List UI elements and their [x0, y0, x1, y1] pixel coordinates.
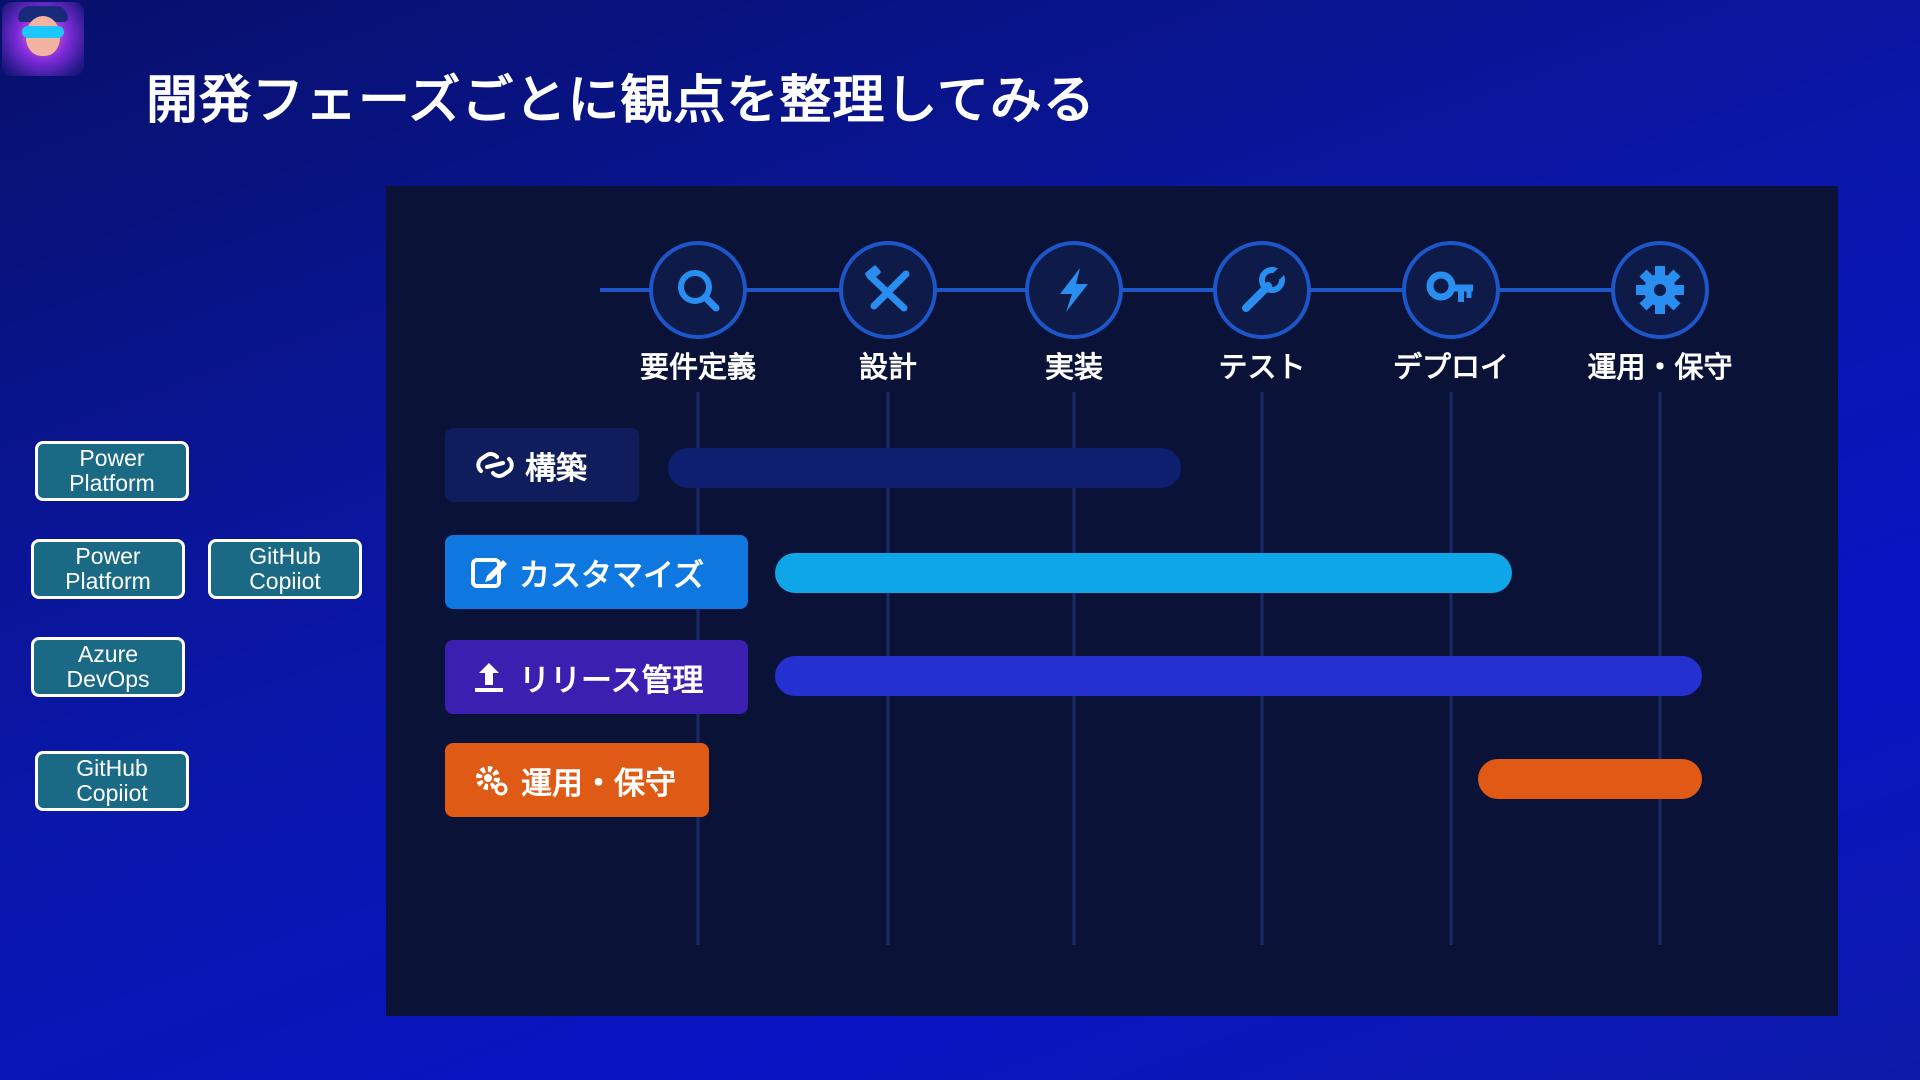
- track-bar-release: [775, 656, 1702, 696]
- tool-box-azure-devops: Azure DevOps: [31, 637, 185, 697]
- track-label-release: リリース管理: [519, 662, 704, 699]
- tool-box-line: Copiiot: [249, 568, 321, 594]
- tool-box-line: Copiiot: [76, 780, 148, 806]
- phase-label-implementation: 実装: [1044, 350, 1103, 384]
- track-bar-operations: [1478, 759, 1702, 799]
- phase-label-requirements: 要件定義: [639, 350, 756, 384]
- page-title: 開発フェーズごとに観点を整理してみる: [146, 71, 1096, 131]
- track-label-build: 構築: [525, 450, 587, 487]
- gear-icon: [469, 760, 513, 800]
- phase-label-operations: 運用・保守: [1587, 350, 1733, 384]
- search-icon: [678, 270, 720, 312]
- track-bar-build: [668, 448, 1181, 488]
- wrench-icon: [1242, 266, 1287, 312]
- key-icon: [1426, 271, 1473, 302]
- phase-label-deploy: デプロイ: [1392, 350, 1509, 384]
- tool-box-line: Platform: [65, 568, 151, 594]
- gear-icon: [1636, 266, 1684, 314]
- track-bar-customize: [775, 553, 1512, 593]
- tool-box-power-platform-1: Power Platform: [35, 441, 189, 501]
- track-label-operations: 運用・保守: [521, 765, 676, 802]
- edit-icon: [467, 552, 511, 592]
- avatar-visor: [22, 26, 64, 38]
- tool-box-line: Power: [79, 445, 145, 471]
- phase-circle: [649, 241, 747, 339]
- avatar-hat: [18, 6, 68, 22]
- tool-box-github-copilot-2: GitHub Copiiot: [35, 751, 189, 811]
- tool-box-github-copilot-1: GitHub Copiiot: [208, 539, 362, 599]
- tools-icon: [865, 265, 910, 312]
- tool-box-line: DevOps: [66, 666, 150, 692]
- tool-box-line: Platform: [69, 470, 155, 496]
- phase-label-test: テスト: [1218, 350, 1306, 384]
- avatar: [2, 2, 84, 76]
- track-pill-build: 構築: [445, 428, 639, 502]
- tool-box-power-platform-2: Power Platform: [31, 539, 185, 599]
- track-pill-release: リリース管理: [445, 640, 748, 714]
- track-label-customize: カスタマイズ: [519, 557, 705, 594]
- lightning-icon: [1060, 268, 1088, 312]
- tool-box-line: Power: [75, 543, 141, 569]
- tool-box-line: Azure: [77, 641, 139, 667]
- track-pill-operations: 運用・保守: [445, 743, 709, 817]
- tool-box-line: GitHub: [76, 755, 148, 781]
- track-pill-customize: カスタマイズ: [445, 535, 748, 609]
- upload-icon: [467, 657, 511, 697]
- phase-label-design: 設計: [858, 350, 917, 384]
- tool-box-line: GitHub: [249, 543, 321, 569]
- link-icon: [473, 445, 517, 485]
- phase-circles: [649, 241, 1709, 339]
